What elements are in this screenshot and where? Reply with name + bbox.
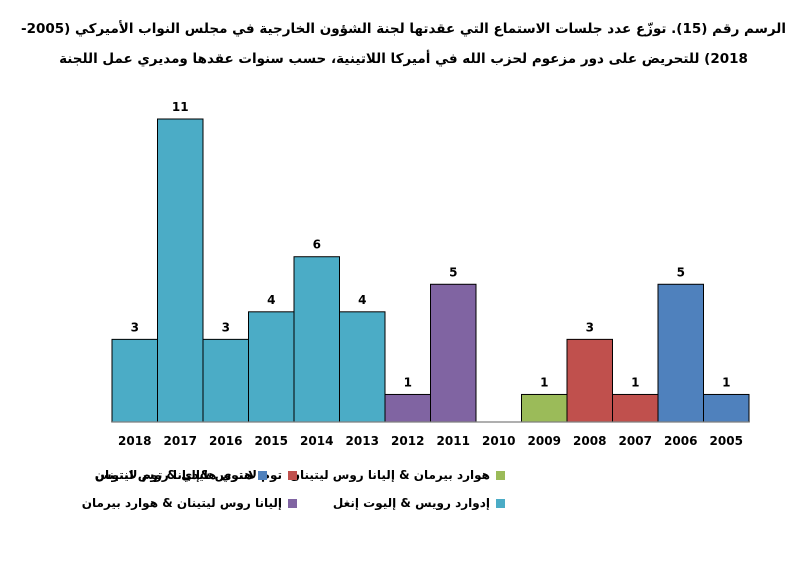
x-tick-2016: 2016	[209, 434, 242, 448]
bar-2006	[657, 283, 704, 423]
data-label-2007: 1	[631, 375, 639, 389]
chart-title: الرسم رقم (15). توزّع عدد جلسات الاستماع…	[20, 21, 787, 67]
data-label-2005: 1	[722, 375, 730, 389]
x-tick-2007: 2007	[619, 434, 652, 448]
data-label-2017: 11	[172, 100, 189, 114]
x-tick-2012: 2012	[391, 434, 424, 448]
x-tick-2014: 2014	[300, 434, 333, 448]
bar-2014	[293, 256, 340, 423]
x-tick-2005: 2005	[710, 434, 743, 448]
data-label-2011: 5	[449, 265, 457, 279]
x-tick-2006: 2006	[664, 434, 697, 448]
x-tick-2008: 2008	[573, 434, 606, 448]
legend-swatch	[258, 470, 268, 480]
bar-2008	[566, 338, 613, 423]
legend-label: هنري هايدي & توم لانتوس	[95, 468, 253, 482]
bar-2015	[248, 311, 295, 423]
x-tick-2011: 2011	[437, 434, 470, 448]
bar-2013	[339, 311, 386, 423]
data-label-2015: 4	[267, 293, 275, 307]
legend-item-hyde-lantos: هنري هايدي & توم لانتوس	[95, 468, 268, 482]
data-label-2018: 3	[131, 320, 139, 334]
data-label-2014: 6	[313, 238, 321, 252]
legend-item-royce-engel: إدوارد رويس & إليوت إنغل	[333, 496, 505, 510]
bar-2009	[521, 393, 568, 423]
legend-swatch	[288, 498, 297, 508]
bar-2011	[430, 283, 477, 423]
data-label-2016: 3	[222, 320, 230, 334]
x-tick-2017: 2017	[164, 434, 197, 448]
x-tick-2009: 2009	[528, 434, 561, 448]
data-label-2009: 1	[540, 375, 548, 389]
x-tick-2015: 2015	[255, 434, 288, 448]
x-tick-2018: 2018	[118, 434, 151, 448]
legend-swatch	[288, 470, 297, 480]
legend-item-ros-lehtinen-berman: هوارد بيرمان & إليانا روس ليتينان	[290, 468, 505, 482]
data-label-2013: 4	[358, 293, 366, 307]
bar-2016	[202, 338, 249, 423]
bar-2018	[111, 338, 158, 423]
legend: إدوارد رويس & إليوت إنغل هوارد بيرمان & …	[82, 466, 505, 526]
data-label-2008: 3	[586, 320, 594, 334]
legend-item-lantos-ros-lehtinen: توم لانتوس &إليانا روس ليتينان	[95, 468, 297, 482]
x-tick-2013: 2013	[346, 434, 379, 448]
bar-2007	[612, 393, 659, 423]
bar-2005	[703, 393, 750, 423]
legend-item-ros-lehtinen-berman-2: إليانا روس ليتينان & هوارد بيرمان	[82, 496, 297, 510]
bar-2017	[157, 118, 204, 423]
legend-label: إدوارد رويس & إليوت إنغل	[332, 496, 490, 510]
legend-label: إليانا روس ليتينان & هوارد بيرمان	[81, 496, 282, 510]
bar-2012	[384, 393, 431, 423]
legend-swatch	[496, 470, 505, 480]
x-tick-2010: 2010	[482, 434, 515, 448]
legend-label: توم لانتوس &إليانا روس ليتينان	[94, 468, 282, 482]
data-label-2006: 5	[677, 265, 685, 279]
data-label-2012: 1	[404, 375, 412, 389]
legend-label: هوارد بيرمان & إليانا روس ليتينان	[289, 468, 490, 482]
legend-swatch	[496, 498, 505, 508]
